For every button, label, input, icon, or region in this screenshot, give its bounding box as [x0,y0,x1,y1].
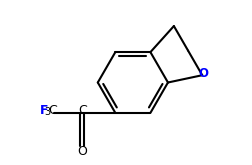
Text: 3: 3 [44,107,50,117]
Text: C: C [78,104,87,117]
Text: C: C [48,104,57,117]
Text: O: O [197,67,207,80]
Text: F: F [39,104,48,117]
Text: O: O [77,145,87,158]
